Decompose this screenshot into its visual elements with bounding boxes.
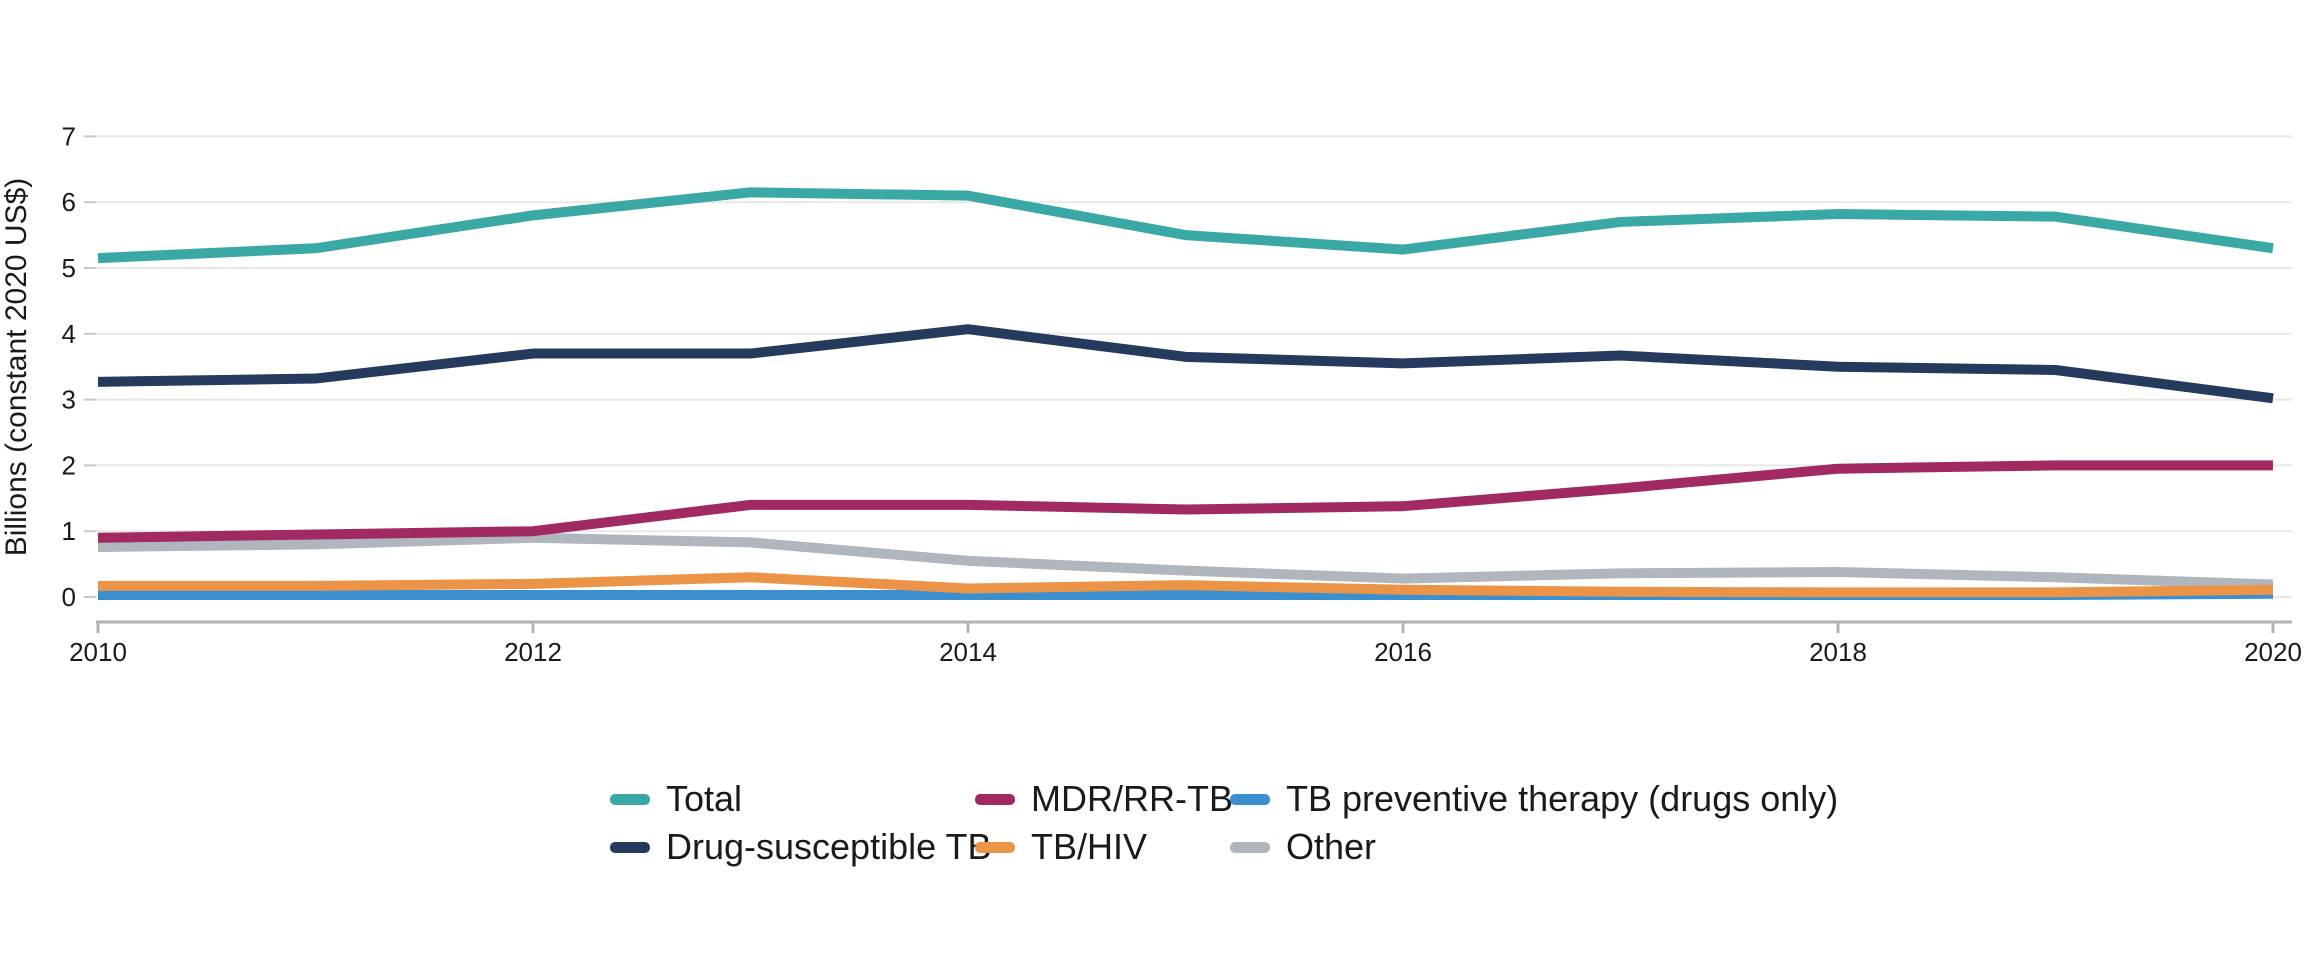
x-tick-label-2010: 2010	[69, 637, 127, 667]
legend-swatch-mdr-rr-tb	[975, 793, 1015, 805]
y-tick-label-7: 7	[62, 121, 76, 151]
legend-label-total: Total	[666, 778, 743, 819]
x-tick-label-2016: 2016	[1374, 637, 1432, 667]
legend-item-total: Total	[610, 777, 742, 821]
legend-label-mdr-rr-tb: MDR/RR-TB	[1031, 778, 1233, 819]
y-tick-label-1: 1	[62, 516, 76, 546]
x-tick-label-2014: 2014	[939, 637, 997, 667]
legend-item-tb-hiv: TB/HIV	[975, 825, 1147, 869]
legend-label-drug-susceptible-tb: Drug-susceptible TB	[666, 826, 992, 867]
y-tick-label-6: 6	[62, 187, 76, 217]
legend-item-drug-susceptible-tb: Drug-susceptible TB	[610, 825, 991, 869]
legend-label-tb-hiv: TB/HIV	[1031, 826, 1148, 867]
x-tick-label-2012: 2012	[504, 637, 562, 667]
legend-label-other: Other	[1286, 826, 1377, 867]
y-tick-label-2: 2	[62, 450, 76, 480]
legend-swatch-other	[1230, 841, 1270, 853]
y-tick-label-4: 4	[62, 319, 76, 349]
x-tick-label-2018: 2018	[1809, 637, 1867, 667]
line-series-drug-susceptible-tb	[97, 324, 2274, 404]
y-axis-title: Billions (constant 2020 US$)	[0, 178, 33, 557]
legend-swatch-drug-susceptible-tb	[610, 841, 650, 853]
legend-swatch-tb-preventive-therapy	[1230, 793, 1270, 805]
line-series-mdr-rr-tb	[97, 460, 2273, 543]
legend-swatch-total	[610, 793, 650, 805]
line-series-total	[97, 187, 2274, 264]
y-tick-label-0: 0	[62, 582, 76, 612]
x-tick-label-2020: 2020	[2244, 637, 2302, 667]
legend-item-tb-preventive-therapy: TB preventive therapy (drugs only)	[1230, 777, 1838, 821]
line-series-other	[97, 532, 2274, 590]
y-tick-label-3: 3	[62, 385, 76, 415]
line-series-tb-hiv	[98, 572, 2274, 598]
legend-swatch-tb-hiv	[975, 841, 1015, 853]
y-tick-label-5: 5	[62, 253, 76, 283]
chart-plot-area: 0 1 2 3 4 5 6 7 2010 2012 2014 2016 2018 2020 Billions…	[0, 121, 2302, 667]
legend-item-mdr-rr-tb: MDR/RR-TB	[975, 777, 1233, 821]
legend-label-tb-preventive-therapy: TB preventive therapy (drugs only)	[1286, 778, 1839, 819]
legend-item-other: Other	[1230, 825, 1376, 869]
